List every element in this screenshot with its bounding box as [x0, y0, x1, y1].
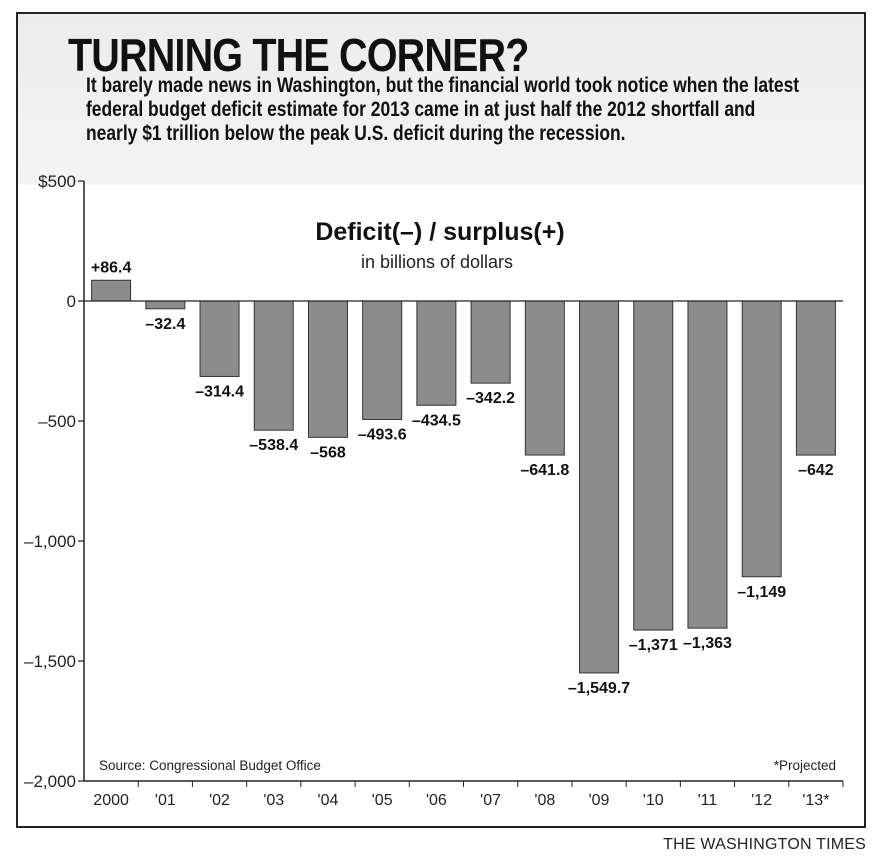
value-label: –314.4 [195, 383, 244, 400]
value-label: –342.2 [466, 390, 515, 407]
source-note: Source: Congressional Budget Office [99, 758, 321, 773]
y-tick-label: $500 [38, 172, 76, 191]
bar [579, 300, 620, 674]
value-label: –641.8 [520, 462, 569, 479]
bar [741, 300, 782, 578]
x-tick-label: '12 [751, 792, 772, 809]
y-tick-label: –1,500 [24, 652, 76, 671]
y-tick-label: –1,000 [24, 532, 76, 551]
x-tick-label: '08 [534, 792, 555, 809]
value-label: –1,363 [683, 635, 732, 652]
x-tick-label: '01 [155, 792, 176, 809]
value-label: –434.5 [412, 412, 461, 429]
chart-title: Deficit(–) / surplus(+) [315, 218, 564, 246]
x-tick-label: '10 [643, 792, 664, 809]
x-tick-label: '13* [802, 792, 829, 809]
x-tick-label: '02 [209, 792, 230, 809]
plot-area: $500 0 –500 –1,000 –1,500 –2,000 +86.4 2000 –32.… [24, 172, 844, 809]
bar [199, 300, 240, 377]
value-label: –538.4 [249, 437, 298, 454]
value-label: –1,549.7 [568, 680, 630, 697]
headline: TURNING THE CORNER? [68, 29, 529, 81]
value-label: –642 [798, 462, 834, 479]
chart-subtitle: in billions of dollars [361, 252, 513, 272]
x-tick-label: '06 [426, 792, 447, 809]
x-tick-label: '09 [589, 792, 610, 809]
deck-text: It barely made news in Washington, but t… [86, 74, 800, 145]
x-tick-label: '04 [318, 792, 339, 809]
y-tick-label: 0 [67, 292, 76, 311]
bar [795, 300, 836, 456]
bar [416, 300, 457, 406]
y-tick-label: –2,000 [24, 772, 76, 791]
x-tick-label: '03 [263, 792, 284, 809]
value-label: –568 [310, 444, 346, 461]
value-label: –1,371 [629, 637, 678, 654]
x-tick-label: '11 [698, 792, 718, 809]
publisher-credit: THE WASHINGTON TIMES [663, 836, 866, 853]
x-tick-label: '07 [480, 792, 501, 809]
bar [145, 300, 186, 310]
value-label: –1,149 [737, 584, 786, 601]
value-label: –493.6 [358, 426, 407, 443]
bar [253, 300, 294, 431]
bar [633, 300, 674, 631]
y-tick-label: –500 [38, 412, 76, 431]
value-label: +86.4 [91, 259, 132, 276]
bar [470, 300, 511, 384]
bar [307, 300, 348, 438]
bar [362, 300, 403, 420]
projected-note: *Projected [774, 758, 836, 773]
x-tick-label: 2000 [93, 792, 129, 809]
value-label: –32.4 [145, 316, 185, 333]
bar [524, 300, 565, 456]
bar [91, 279, 132, 302]
bar [687, 300, 728, 629]
x-tick-label: '05 [372, 792, 393, 809]
